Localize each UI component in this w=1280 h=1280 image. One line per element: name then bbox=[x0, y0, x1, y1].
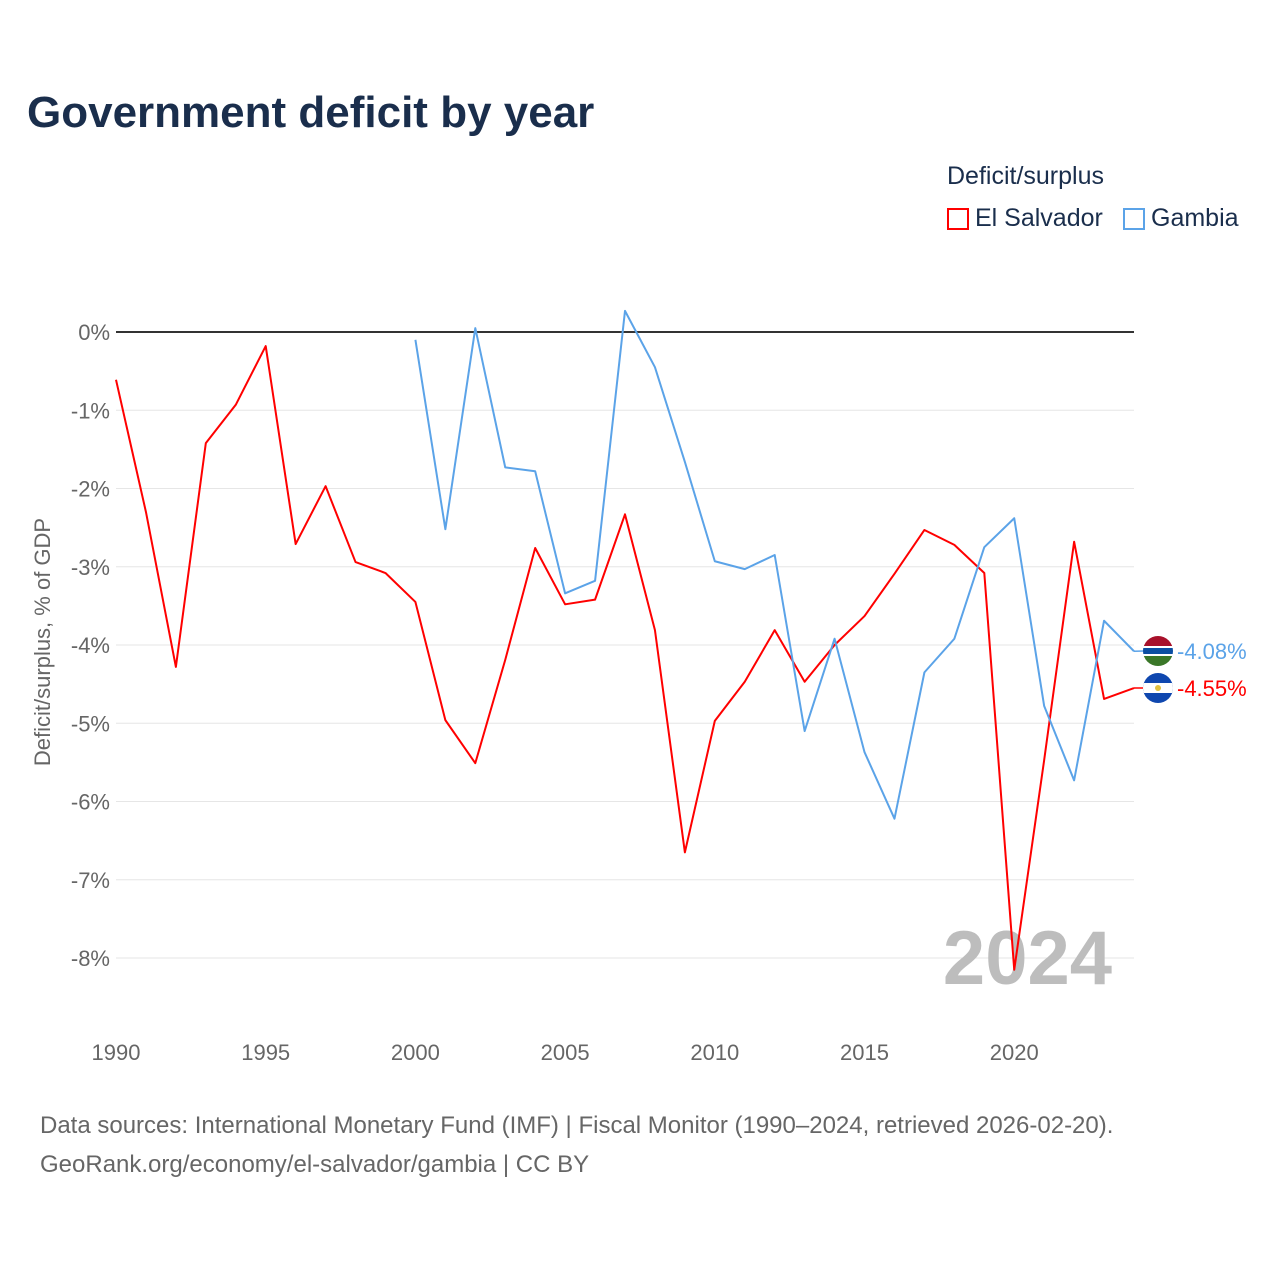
legend-label: El Salvador bbox=[975, 204, 1103, 232]
legend-swatch bbox=[1123, 207, 1145, 230]
source-url[interactable]: GeoRank.org/economy/el-salvador/gambia |… bbox=[40, 1151, 590, 1178]
y-axis-label: Deficit/surplus, % of GDP bbox=[30, 518, 55, 766]
y-tick-label: -5% bbox=[71, 711, 110, 736]
series-line-el-salvador bbox=[115, 345, 1135, 971]
series-line-gambia bbox=[414, 309, 1135, 820]
legend-item-gambia[interactable]: Gambia bbox=[1123, 204, 1239, 233]
y-tick-label: -6% bbox=[71, 790, 110, 815]
x-tick-label: 2015 bbox=[840, 1040, 889, 1065]
flag-emblem bbox=[1155, 685, 1161, 691]
legend-label: Gambia bbox=[1151, 204, 1239, 232]
flag-stripe bbox=[1143, 636, 1173, 646]
flag-body bbox=[1143, 673, 1173, 703]
y-tick-label: 0% bbox=[78, 320, 110, 345]
x-tick-label: 2020 bbox=[990, 1040, 1039, 1065]
chart-title: Government deficit by year bbox=[27, 88, 595, 137]
x-tick-label: 2005 bbox=[541, 1040, 590, 1065]
flag-body bbox=[1143, 636, 1173, 666]
y-tick-label: -8% bbox=[71, 946, 110, 971]
flag-gambia-icon bbox=[1143, 636, 1173, 666]
y-tick-label: -4% bbox=[71, 633, 110, 658]
x-tick-label: 1990 bbox=[92, 1040, 141, 1065]
y-tick-label: -2% bbox=[71, 477, 110, 502]
x-tick-label: 2000 bbox=[391, 1040, 440, 1065]
source-line: Data sources: International Monetary Fun… bbox=[40, 1112, 1114, 1139]
x-tick-label: 1995 bbox=[241, 1040, 290, 1065]
legend-swatch bbox=[947, 207, 969, 230]
end-value-label: -4.55% bbox=[1177, 676, 1247, 701]
flag-el-salvador-icon bbox=[1143, 673, 1173, 703]
source-note: Data sources: International Monetary Fun… bbox=[40, 1106, 1113, 1184]
flag-stripe bbox=[1143, 656, 1173, 666]
y-tick-label: -1% bbox=[71, 398, 110, 423]
flag-stripe bbox=[1143, 648, 1173, 654]
y-tick-label: -3% bbox=[71, 555, 110, 580]
year-watermark: 2024 bbox=[943, 916, 1112, 1001]
end-value-label: -4.08% bbox=[1177, 639, 1247, 664]
x-tick-label: 2010 bbox=[690, 1040, 739, 1065]
y-tick-label: -7% bbox=[71, 868, 110, 893]
legend-item-el-salvador[interactable]: El Salvador bbox=[947, 204, 1103, 233]
legend-title: Deficit/surplus bbox=[947, 162, 1104, 190]
